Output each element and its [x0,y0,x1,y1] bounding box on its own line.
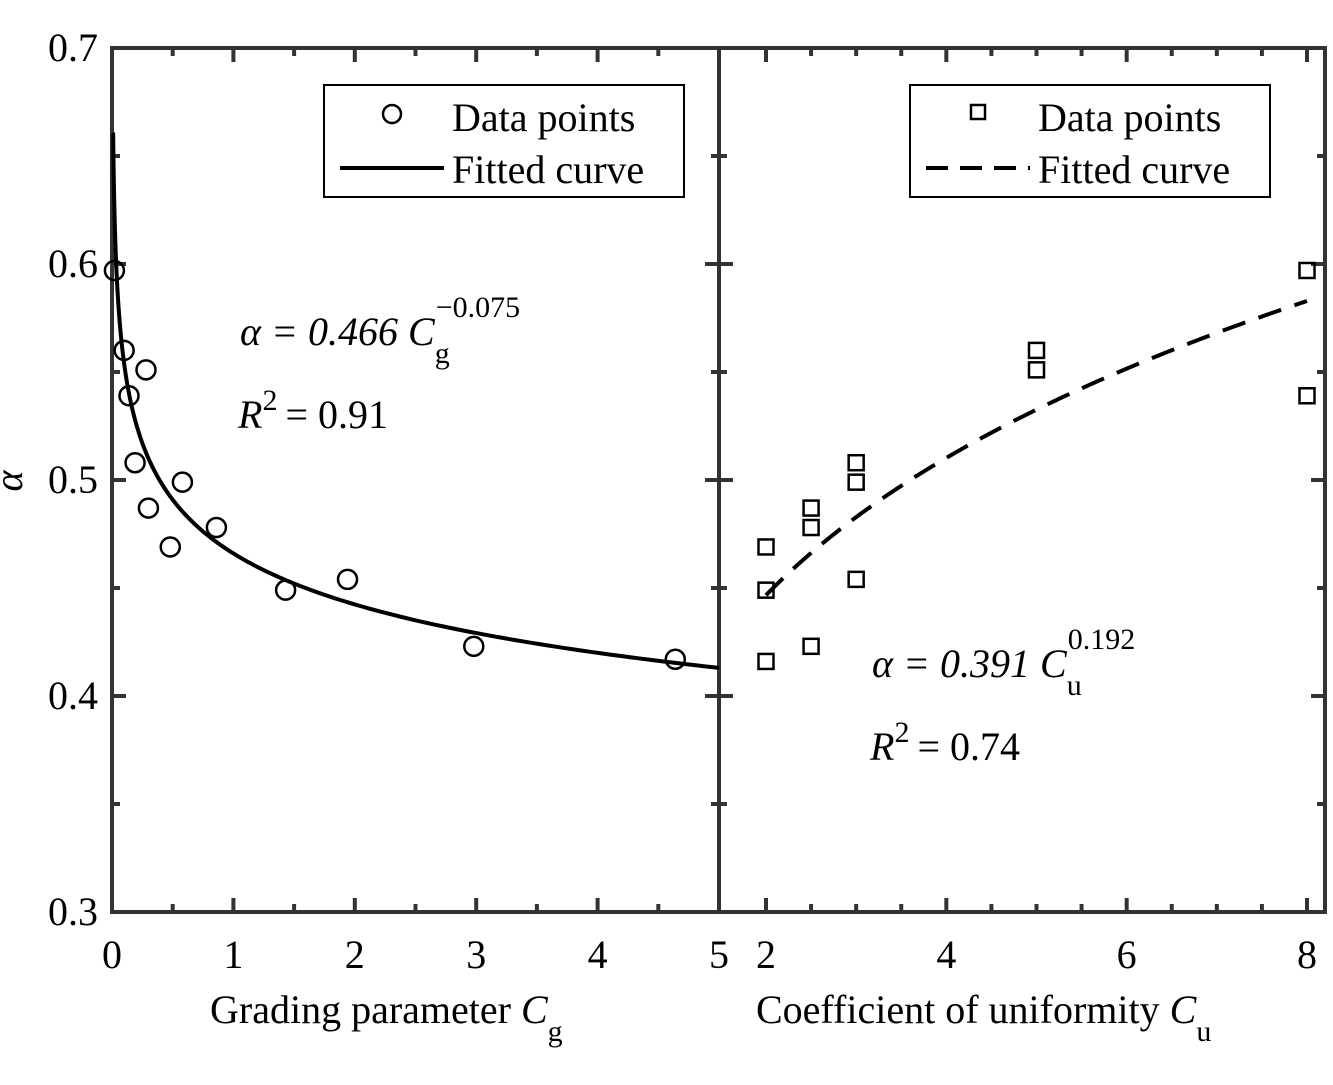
data-point-circle [124,451,146,474]
data-point-square [802,518,820,537]
left-x-tick-label: 1 [223,932,243,977]
right-x-tick-label: 6 [1117,932,1137,977]
data-point-circle [664,648,687,671]
data-point-square [847,570,865,589]
left-legend-data-label: Data points [452,95,635,140]
right-legend-data-label: Data points [1038,95,1221,140]
data-point-circle [205,516,228,539]
data-point-square [757,652,775,671]
data-point-square [757,538,775,556]
left-equation: α = 0.466 Cg−0.075 [240,291,520,370]
data-point-circle [113,339,135,362]
data-point-square [1027,341,1046,360]
left-legend: Data points Fitted curve [323,84,685,198]
data-point-square [1027,361,1046,379]
y-tick-label: 0.7 [48,25,98,70]
right-x-tick-label: 8 [1297,932,1317,977]
left-fitted-curve [111,132,720,670]
legend-circle-marker [381,103,403,125]
left-x-tick-label: 2 [345,932,365,977]
y-tick-label: 0.6 [48,241,98,286]
data-point-circle [336,568,359,591]
right-legend: Data points Fitted curve [909,84,1271,198]
data-point-square [847,453,865,472]
right-r2: R2 = 0.74 [869,716,1020,769]
data-point-square [802,637,820,656]
left-legend-curve-label: Fitted curve [452,147,644,192]
right-data-points [757,261,1316,671]
right-x-tick-label: 4 [936,932,956,977]
left-x-tick-label: 3 [466,932,486,977]
data-point-circle [463,635,485,658]
data-point-circle [137,497,160,519]
left-x-tick-label: 5 [709,932,729,977]
data-point-circle [171,471,194,493]
left-x-tick-label: 0 [102,932,122,977]
tick-labels: 0.30.40.50.60.70 1 2 3 4 5 2 4 6 8 [48,25,1317,977]
legend-square-marker [969,103,987,121]
y-tick-label: 0.3 [48,889,98,934]
data-point-circle [274,579,297,601]
data-point-square [1298,387,1316,405]
data-point-square [847,473,865,491]
y-tick-label: 0.4 [48,673,98,718]
data-point-circle [118,385,140,407]
data-point-circle [135,359,157,381]
right-legend-curve-label: Fitted curve [1038,147,1230,192]
right-fitted-curve [764,299,1308,597]
data-point-circle [103,259,126,282]
left-x-axis-label: Grading parameter Cg [210,987,563,1048]
data-point-square [802,499,820,517]
right-x-axis-label: Coefficient of uniformity Cu [756,987,1211,1048]
data-point-circle [159,536,182,558]
right-equation: α = 0.391 Cu0.192 [872,623,1135,702]
left-x-tick-label: 4 [588,932,608,977]
left-data-points [103,259,687,671]
right-x-tick-label: 2 [756,932,776,977]
y-axis-label: α [0,470,31,492]
left-r2: R2 = 0.91 [237,384,388,437]
data-point-square [1298,261,1316,280]
data-point-square [757,581,775,599]
y-tick-label: 0.5 [48,457,98,502]
